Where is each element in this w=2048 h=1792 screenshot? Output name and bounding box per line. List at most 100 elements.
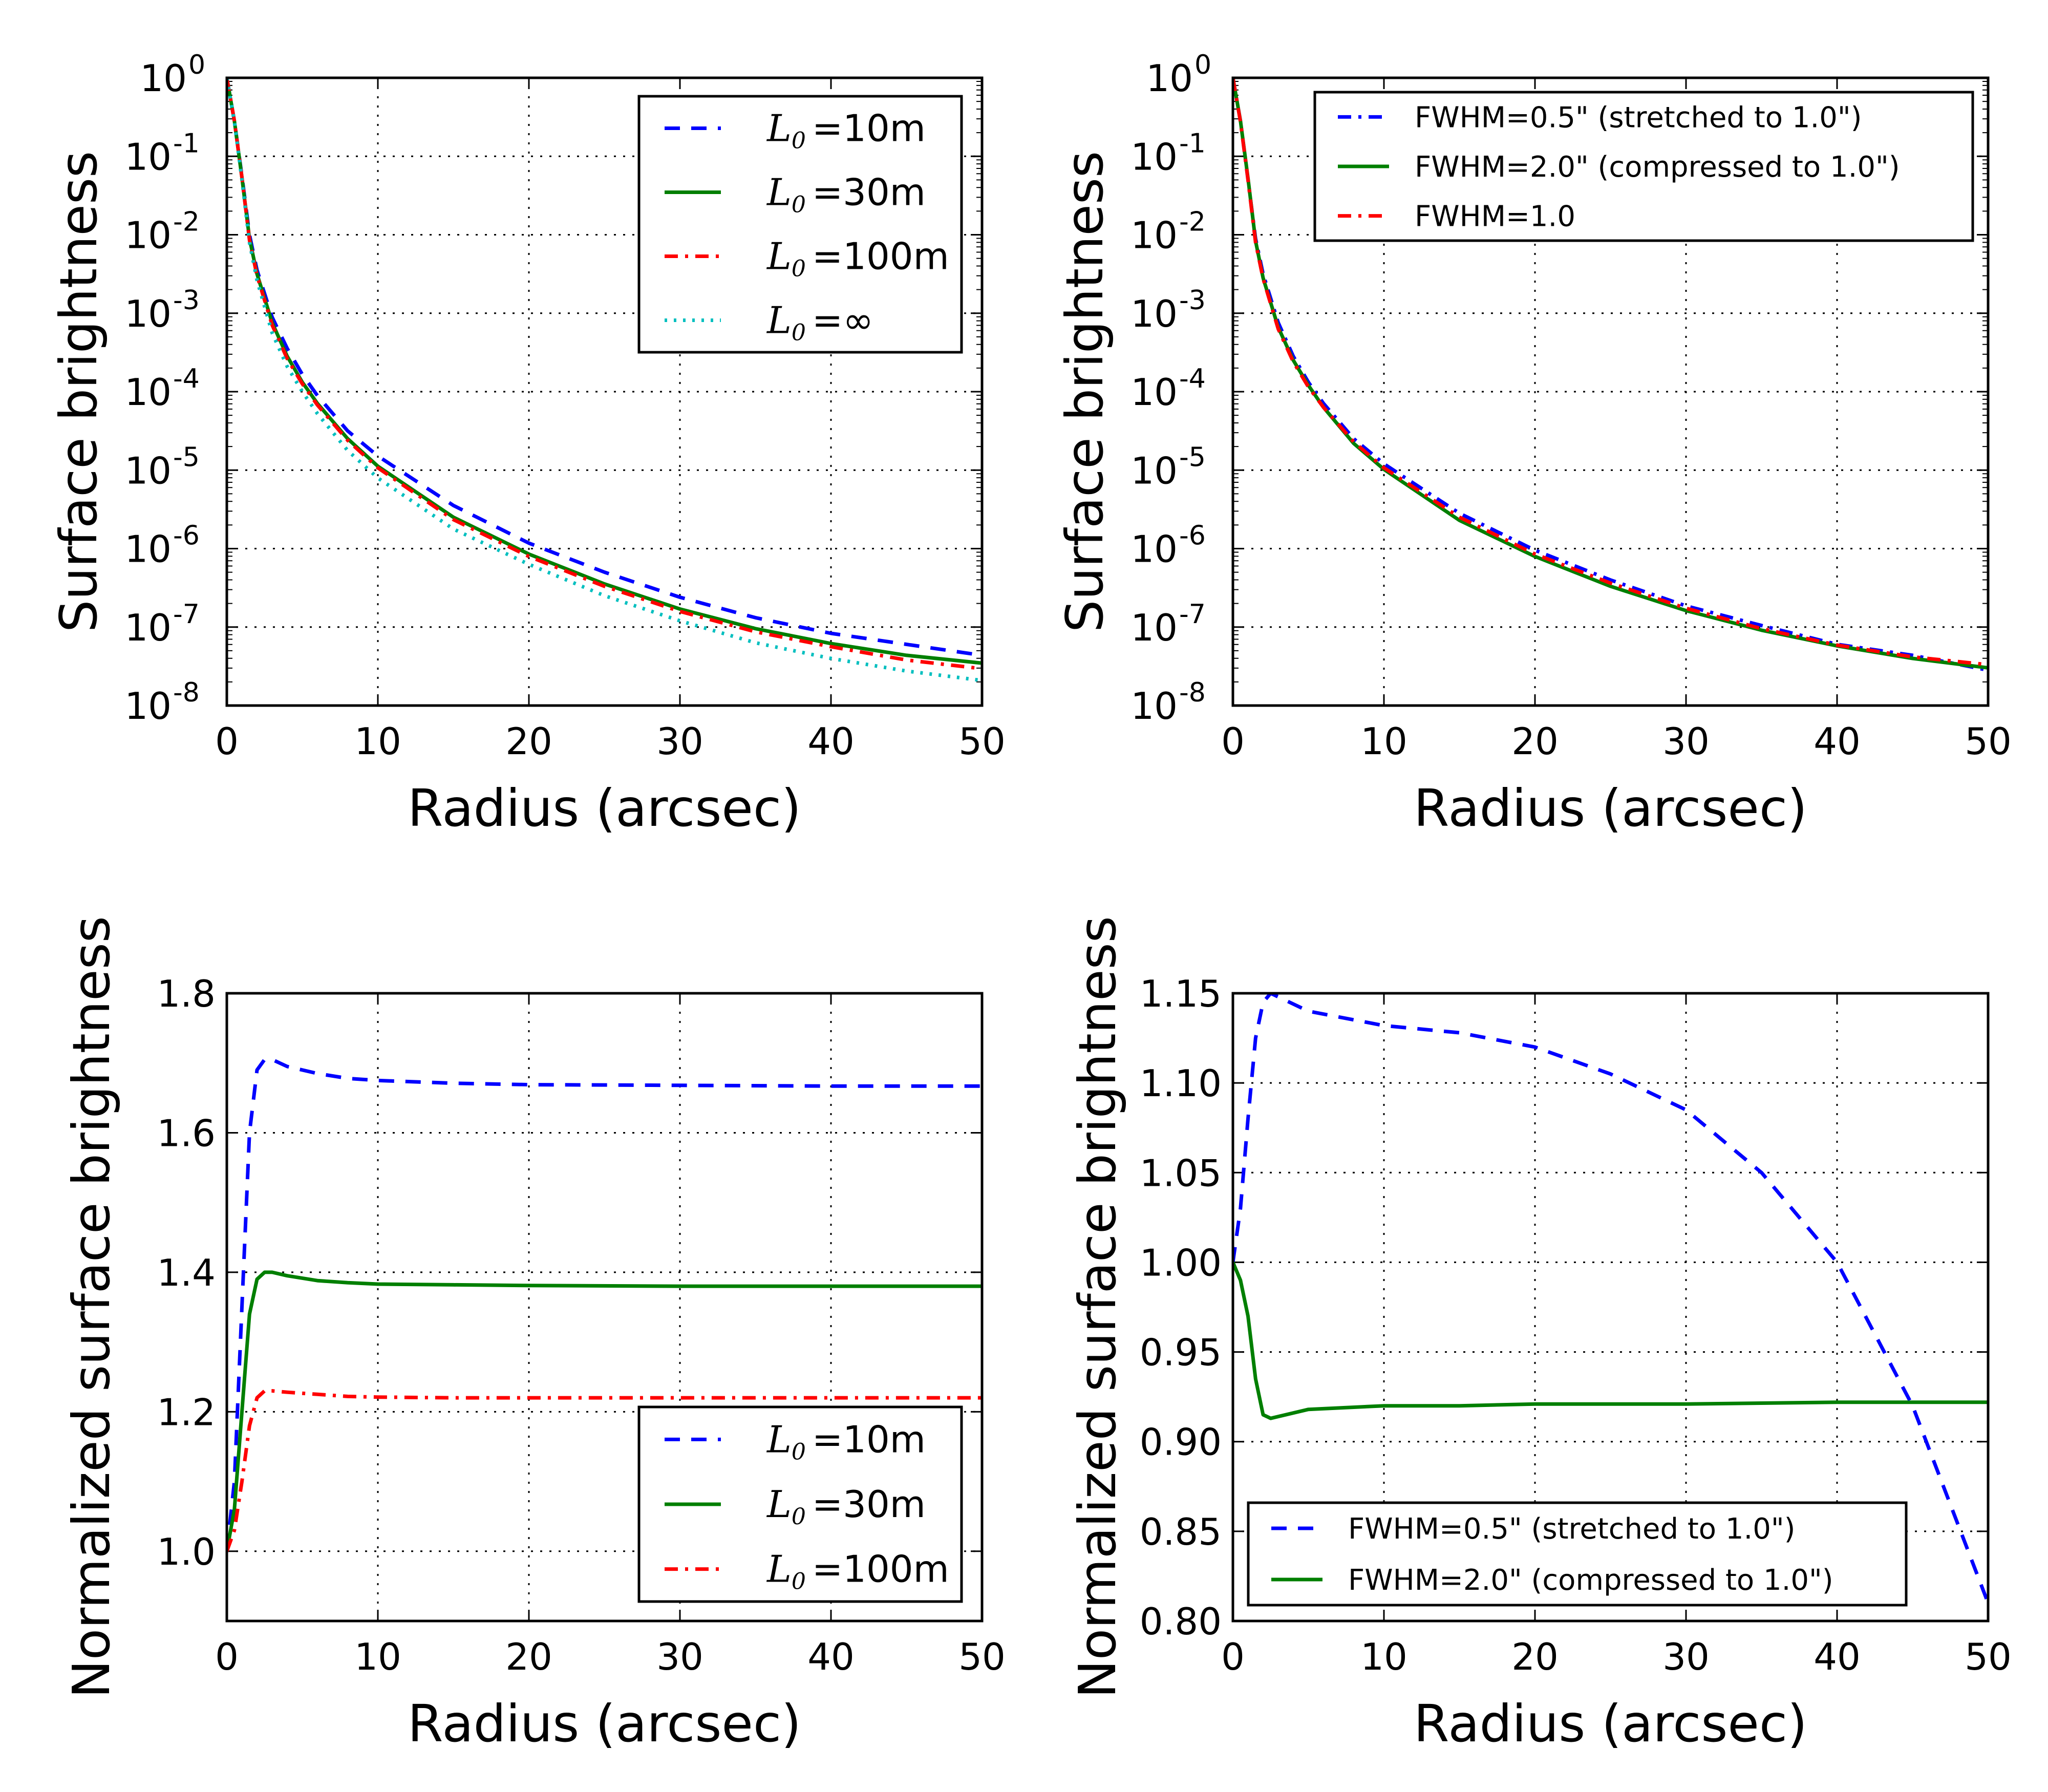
y-axis-label: Normalized surface brightness [61,916,121,1698]
x-tick-label: 0 [215,720,239,763]
y-tick-label: 0.90 [1140,1421,1222,1464]
legend-label: L0 =10m [766,107,926,154]
y-tick-exponent: -5 [173,442,200,473]
y-tick-label: 10 [1130,606,1178,649]
series-line-2 [227,1389,982,1552]
y-axis-label: Surface brightness [1055,151,1115,632]
series-line-0 [227,78,982,657]
y-tick-label: 1.15 [1140,972,1222,1015]
y-tick-label: 10 [124,214,172,257]
y-tick-label: 10 [124,606,172,649]
y-tick-label: 0.95 [1140,1331,1222,1374]
y-tick-label: 10 [1146,57,1193,100]
y-tick-label: 0.80 [1140,1600,1222,1643]
y-tick-label: 10 [1130,292,1178,335]
y-tick-exponent: -8 [173,677,200,708]
y-tick-label: 10 [1130,449,1178,492]
plot-frame [225,76,984,707]
y-tick-exponent: -5 [1179,442,1206,473]
y-tick-label: 1.0 [157,1530,216,1573]
y-tick-exponent: -7 [1179,599,1206,630]
y-tick-exponent: 0 [1194,50,1211,80]
legend-label: L0 =10m [766,1418,926,1465]
legend: L0 =10m L0 =30m L0 =100m [637,1405,963,1603]
x-tick-label: 0 [215,1635,239,1678]
legend-label: L0 =30m [766,171,926,218]
y-tick-label: 1.10 [1140,1062,1222,1105]
y-axis-label: Normalized surface brightness [1068,916,1127,1698]
x-tick-label: 20 [1511,720,1559,763]
legend: FWHM=0.5" (stretched to 1.0") FWHM=2.0" (… [1313,91,1974,242]
plot-frame [225,992,984,1623]
x-tick-label: 30 [656,720,703,763]
y-tick-label: 0.85 [1140,1510,1222,1553]
legend-label: FWHM=2.0" (compressed to 1.0") [1415,151,1900,184]
chart-panel-bl: 0 10 20 30 40 50 1.0 1.2 1.4 1.6 1.8 Radius (arcsec… [61,916,1006,1754]
series-line-2 [227,78,982,671]
y-tick-exponent: -1 [173,128,200,159]
x-tick-label: 10 [354,720,401,763]
y-tick-label: 10 [1130,685,1178,728]
x-tick-label: 40 [1814,1635,1861,1678]
y-tick-label: 10 [1130,214,1178,257]
y-tick-label: 10 [1130,371,1178,414]
legend-label: FWHM=0.5" (stretched to 1.0") [1348,1512,1796,1546]
y-tick-label: 1.4 [157,1251,216,1294]
x-tick-label: 0 [1221,1635,1245,1678]
series-line-3 [227,78,982,682]
y-tick-label: 1.8 [157,972,216,1015]
x-tick-label: 30 [1662,1635,1710,1678]
legend-label: L0 =100m [766,235,949,282]
y-tick-exponent: -4 [173,364,200,394]
chart-panel-br: 0 10 20 30 40 50 0.80 0.85 0.90 0.95 1.00 1.05 1.10 1… [1068,916,2012,1754]
y-tick-label: 10 [124,371,172,414]
x-axis-label: Radius (arcsec) [1414,1694,1807,1754]
x-tick-label: 50 [1965,720,2012,763]
y-tick-label: 1.05 [1140,1151,1222,1194]
y-tick-label: 10 [140,57,187,100]
y-tick-exponent: -3 [173,285,200,316]
x-tick-label: 40 [807,1635,855,1678]
y-tick-label: 10 [124,528,172,571]
series-line-1 [1233,1262,1988,1420]
x-tick-label: 50 [1965,1635,2012,1678]
x-tick-label: 40 [1814,720,1861,763]
y-tick-exponent: -6 [173,521,200,551]
series-line-1 [227,1270,982,1552]
x-tick-label: 10 [1360,720,1407,763]
y-tick-exponent: -3 [1179,285,1206,316]
y-tick-label: 10 [1130,528,1178,571]
series-line-2 [1233,78,1988,667]
legend-label: L0 =100m [766,1548,949,1595]
legend: L0 =10m L0 =30m L0 =100m L0 =∞ [637,95,963,354]
y-tick-exponent: -8 [1179,677,1206,708]
y-tick-exponent: 0 [188,50,205,80]
x-tick-label: 30 [1662,720,1710,763]
legend-box [637,95,963,354]
legend-box [1247,1501,1908,1607]
plot-frame [1231,992,1990,1623]
x-tick-label: 50 [958,720,1006,763]
series-line-0 [227,1057,982,1552]
x-tick-label: 30 [656,1635,703,1678]
y-tick-exponent: -4 [1179,364,1206,394]
y-tick-exponent: -7 [173,599,200,630]
y-tick-label: 10 [124,449,172,492]
x-tick-label: 20 [505,1635,552,1678]
x-tick-label: 20 [1511,1635,1559,1678]
legend-label: L0 =30m [766,1483,926,1530]
series-line-0 [1233,993,1988,1604]
legend-label: FWHM=0.5" (stretched to 1.0") [1415,101,1862,134]
y-tick-label: 1.2 [157,1391,216,1434]
plot-frame [1231,76,1990,707]
x-tick-label: 0 [1221,720,1245,763]
y-tick-exponent: -1 [1179,128,1206,159]
y-tick-exponent: -6 [1179,521,1206,551]
legend-box [1313,91,1974,242]
y-tick-label: 10 [124,685,172,728]
y-axis-label: Surface brightness [49,151,109,632]
y-tick-label: 10 [124,292,172,335]
